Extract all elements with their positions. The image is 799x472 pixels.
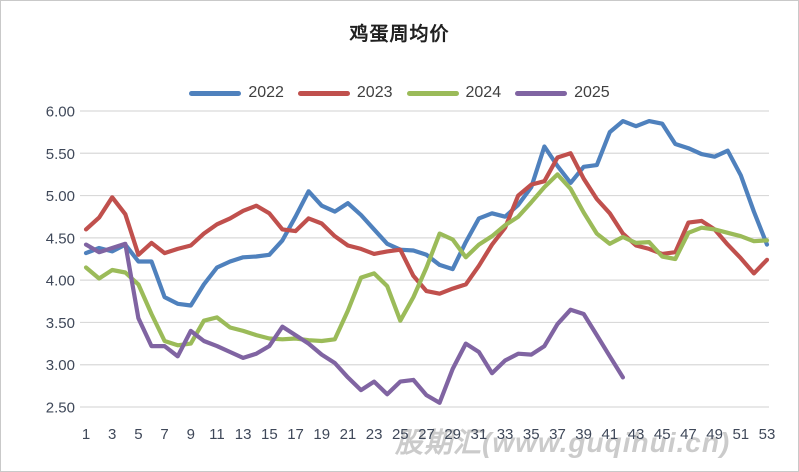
watermark-text: 股期汇(www.guqihui.cn) (395, 427, 731, 458)
x-axis-tick-label: 9 (187, 426, 195, 443)
legend-label-2025: 2025 (574, 84, 610, 101)
legend-label-2022: 2022 (248, 84, 284, 101)
y-axis-tick-label: 3.50 (46, 315, 75, 332)
x-axis-tick-label: 37 (549, 426, 566, 443)
series-line-2025 (83, 241, 626, 405)
x-axis-tick-label: 21 (340, 426, 357, 443)
legend-label-2023: 2023 (356, 84, 393, 101)
legend-swatch-2025 (515, 90, 568, 96)
x-axis-tick-label: 39 (575, 426, 592, 443)
legend-item-2022: 2022 (189, 84, 284, 102)
x-axis-tick-label: 7 (160, 426, 168, 443)
series-line-2023 (83, 151, 770, 296)
x-axis-tick-label: 5 (134, 426, 142, 443)
x-axis-tick-label: 41 (602, 426, 619, 443)
x-axis-tick-label: 33 (497, 426, 514, 443)
x-axis-tick-label: 27 (418, 426, 435, 443)
x-axis-tick-label: 25 (392, 426, 409, 443)
x-axis-tick-label: 15 (261, 426, 278, 443)
x-axis-tick-label: 19 (313, 426, 330, 443)
x-axis-tick-label: 3 (108, 426, 116, 443)
x-axis-tick-label: 43 (628, 426, 645, 443)
y-axis-tick-label: 3.00 (46, 357, 75, 374)
legend-swatch-2022 (189, 90, 242, 96)
x-axis-tick-label: 51 (732, 426, 749, 443)
x-axis-tick-label: 1 (82, 426, 90, 443)
x-axis-tick-label: 23 (366, 426, 383, 443)
series-line-2022 (83, 118, 770, 308)
y-axis-tick-label: 6.00 (46, 104, 75, 121)
x-axis-tick-label: 35 (523, 426, 540, 443)
x-axis-tick-label: 45 (654, 426, 671, 443)
x-axis-tick-label: 47 (680, 426, 697, 443)
series-line-2024 (83, 172, 770, 348)
legend-item-2025: 2025 (515, 84, 610, 102)
legend: 2022 2023 2024 2025 (1, 84, 798, 102)
x-axis-tick-label: 49 (706, 426, 723, 443)
x-axis-tick-label: 29 (444, 426, 461, 443)
x-axis-tick-label: 53 (759, 426, 776, 443)
x-axis-tick-label: 17 (287, 426, 304, 443)
y-axis-tick-label: 4.00 (46, 273, 75, 290)
legend-label-2024: 2024 (465, 84, 502, 101)
legend-swatch-2024 (406, 90, 459, 96)
legend-swatch-2023 (297, 90, 350, 96)
x-axis-tick-label: 31 (471, 426, 488, 443)
legend-item-2024: 2024 (406, 84, 502, 102)
y-axis-tick-label: 5.00 (46, 188, 75, 205)
chart-title: 鸡蛋周均价 (349, 24, 450, 45)
y-axis-tick-label: 2.50 (46, 400, 75, 417)
x-axis-tick-label: 11 (209, 426, 225, 443)
x-axis-tick-label: 13 (235, 426, 252, 443)
y-axis-tick-label: 5.50 (46, 146, 75, 163)
legend-item-2023: 2023 (297, 84, 393, 102)
y-axis-tick-label: 4.50 (46, 230, 75, 247)
